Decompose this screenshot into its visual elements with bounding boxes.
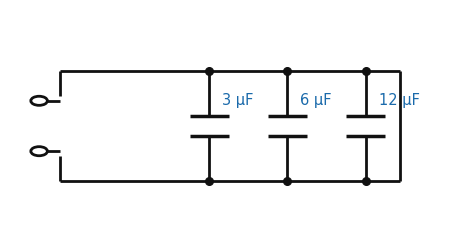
Text: 6 μF: 6 μF	[300, 93, 331, 108]
Text: 3 μF: 3 μF	[222, 93, 253, 108]
Text: 12 μF: 12 μF	[378, 93, 419, 108]
